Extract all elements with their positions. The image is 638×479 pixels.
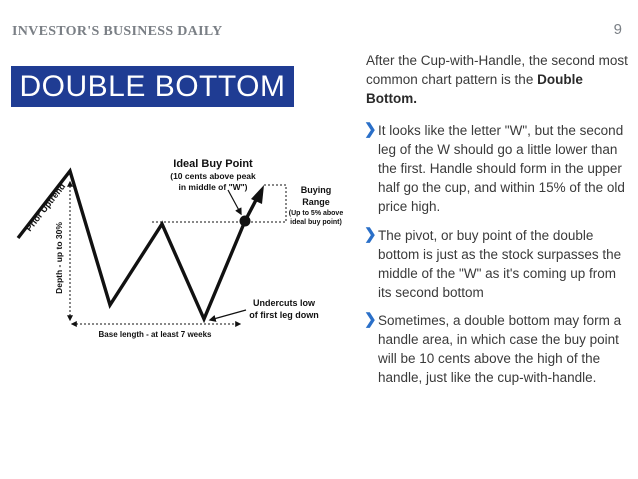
chevron-right-icon: ❯ bbox=[364, 311, 377, 328]
bullet-item: ❯ It looks like the letter "W", but the … bbox=[364, 121, 632, 216]
bullet-item: ❯ Sometimes, a double bottom may form a … bbox=[364, 311, 632, 387]
double-bottom-diagram: Prior Uptrend Depth - up to 30% Ideal Bu… bbox=[16, 158, 344, 339]
buying-range-detail-1: (Up to 5% above bbox=[289, 210, 344, 217]
bullet-text: It looks like the letter "W", but the se… bbox=[378, 123, 625, 214]
chevron-right-icon: ❯ bbox=[364, 121, 377, 138]
bullet-text: The pivot, or buy point of the double bo… bbox=[378, 227, 622, 300]
page-number: 9 bbox=[613, 21, 622, 38]
undercuts-label-1: Undercuts low bbox=[253, 298, 316, 308]
chevron-right-icon: ❯ bbox=[364, 225, 377, 243]
base-length-label: Base length - at least 7 weeks bbox=[99, 330, 212, 339]
bullet-list: ❯ It looks like the letter "W", but the … bbox=[364, 121, 632, 397]
intro-text: After the Cup-with-Handle, the second mo… bbox=[366, 53, 628, 87]
bullet-text: Sometimes, a double bottom may form a ha… bbox=[378, 313, 622, 385]
slide-title: DOUBLE BOTTOM bbox=[11, 66, 294, 107]
breakout-arrowhead bbox=[251, 185, 264, 204]
buy-point-dot bbox=[239, 215, 251, 227]
intro-paragraph: After the Cup-with-Handle, the second mo… bbox=[366, 51, 628, 108]
buying-range-bracket bbox=[248, 184, 287, 223]
undercuts-label-2: of first leg down bbox=[249, 310, 319, 320]
depth-label: Depth - up to 30% bbox=[54, 222, 64, 294]
ideal-buy-point-title: Ideal Buy Point bbox=[173, 158, 253, 170]
buy-point-pointer bbox=[227, 189, 242, 216]
buying-range-detail-2: ideal buy point) bbox=[290, 219, 342, 226]
brand-logo: INVESTOR'S BUSINESS DAILY bbox=[12, 24, 223, 39]
bullet-item: ❯ The pivot, or buy point of the double … bbox=[364, 226, 632, 302]
buying-range-label-1: Buying bbox=[301, 185, 332, 195]
undercut-pointer bbox=[208, 309, 247, 322]
price-path bbox=[16, 167, 247, 324]
ideal-buy-point-detail-1: (10 cents above peak bbox=[170, 171, 256, 181]
buying-range-label-2: Range bbox=[302, 197, 330, 207]
ideal-buy-point-detail-2: in middle of "W") bbox=[179, 182, 248, 192]
intro-emphasis: Double Bottom. bbox=[366, 72, 583, 106]
